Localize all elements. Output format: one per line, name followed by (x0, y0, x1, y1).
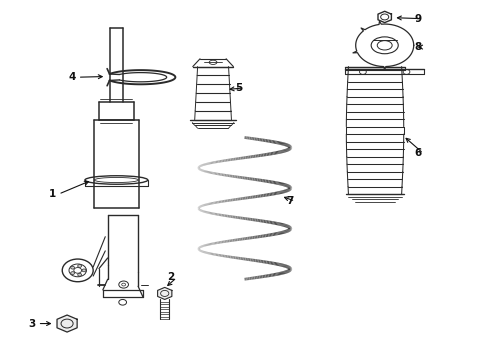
Circle shape (82, 269, 86, 272)
Polygon shape (157, 287, 171, 300)
Text: 2: 2 (167, 273, 174, 283)
Text: 9: 9 (413, 14, 420, 24)
Text: 5: 5 (235, 83, 242, 93)
Text: 8: 8 (413, 42, 420, 52)
Polygon shape (57, 315, 77, 332)
Text: 1: 1 (49, 189, 56, 199)
Text: 6: 6 (413, 148, 420, 158)
Text: 7: 7 (285, 196, 292, 206)
Text: 4: 4 (68, 72, 76, 82)
Text: 3: 3 (28, 319, 35, 329)
Circle shape (78, 265, 81, 267)
Circle shape (71, 266, 74, 269)
Circle shape (78, 273, 81, 276)
Circle shape (71, 272, 74, 275)
